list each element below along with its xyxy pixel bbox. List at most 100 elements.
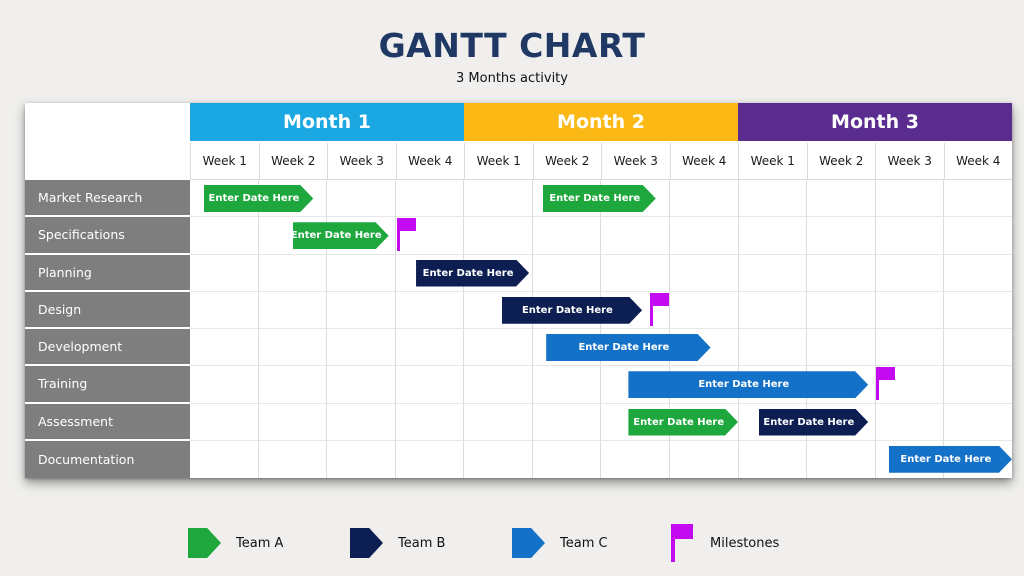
gantt-bar[interactable]: Enter Date Here: [293, 222, 389, 249]
gantt-bar[interactable]: Enter Date Here: [889, 446, 1012, 473]
grid-cell: [190, 366, 259, 404]
task-label: Training: [25, 366, 190, 404]
grid-cell: [807, 440, 876, 478]
gantt-bar[interactable]: Enter Date Here: [546, 334, 710, 361]
grid-cell: [807, 291, 876, 329]
grid-cell: [258, 291, 328, 329]
grid-cell: [807, 366, 876, 404]
grid-cell: [327, 440, 396, 478]
legend-item-team-a: Team A: [188, 524, 283, 562]
legend-item-team-c: Team C: [512, 524, 608, 562]
bar-label: Enter Date Here: [900, 453, 992, 465]
bar-label: Enter Date Here: [521, 304, 613, 316]
grid-cells: [190, 403, 1012, 441]
bar-label: Enter Date Here: [578, 342, 670, 353]
week-corner-spacer: [25, 143, 190, 180]
flag-cloth: [675, 524, 693, 539]
milestone-flag-icon[interactable]: [876, 367, 898, 401]
legend-label: Milestones: [710, 535, 780, 551]
team-b-arrow-icon: [350, 528, 383, 558]
grid-cell: [670, 403, 739, 441]
grid-cell: [670, 329, 739, 367]
grid-cell: [327, 403, 396, 441]
grid-cells: [190, 329, 1012, 367]
grid-cell: [738, 329, 808, 367]
flag-pole: [396, 218, 400, 252]
grid-cell: [190, 217, 259, 255]
task-row-documentation: Documentation Enter Date Here: [25, 440, 1012, 478]
task-track: Enter Date Here: [190, 440, 1012, 478]
flag-pole: [876, 367, 880, 401]
grid-cell: [670, 291, 739, 329]
bar-label: Enter Date Here: [633, 416, 725, 428]
flag-pole: [650, 292, 654, 326]
grid-cell: [807, 329, 876, 367]
gantt-bar[interactable]: Enter Date Here: [628, 371, 868, 398]
grid-cell: [944, 217, 1012, 255]
task-track: Enter Date Here Enter Date Here: [190, 403, 1012, 441]
bar-label: Enter Date Here: [422, 267, 514, 279]
milestones-flag-icon: [671, 524, 695, 562]
gantt-table: Month 1 Month 2 Month 3 Week 1 Week 2 Week…: [25, 103, 1012, 478]
gantt-bar[interactable]: Enter Date Here: [416, 260, 529, 287]
grid-cell: [258, 180, 328, 218]
grid-cell: [944, 404, 1012, 441]
header-corner-spacer: [25, 103, 190, 141]
week-header-cell: Week 1: [739, 143, 808, 179]
gantt-bar[interactable]: Enter Date Here: [759, 409, 869, 436]
task-label: Assessment: [25, 403, 190, 441]
grid-cells: [190, 366, 1012, 404]
task-row-market-research: Market Research Enter Date Here Enter Da…: [25, 180, 1012, 218]
week-header-cell: Week 3: [876, 143, 945, 179]
grid-cell: [259, 440, 328, 478]
week-header-cell: Week 2: [808, 143, 876, 179]
week-header-cell: Week 4: [397, 143, 465, 179]
grid-cell: [738, 217, 808, 255]
grid-cell: [190, 440, 259, 478]
flag-cloth: [879, 367, 896, 381]
grid-cell: [807, 217, 876, 255]
gantt-bar[interactable]: Enter Date Here: [204, 185, 314, 212]
grid-cell: [190, 291, 259, 329]
grid-cell: [875, 366, 945, 404]
gantt-bar[interactable]: Enter Date Here: [628, 409, 738, 436]
task-track: Enter Date Here: [190, 329, 1012, 367]
task-row-specifications: Specifications Enter Date Here: [25, 217, 1012, 255]
grid-cell: [190, 403, 259, 441]
grid-cell: [464, 180, 533, 218]
grid-cell: [532, 366, 602, 404]
grid-cell: [944, 292, 1012, 329]
flag-pole: [671, 524, 675, 562]
grid-cells: [190, 291, 1012, 329]
grid-cell: [258, 403, 328, 441]
grid-cell: [327, 217, 396, 255]
grid-cell: [875, 329, 945, 367]
task-label: Specifications: [25, 217, 190, 255]
gantt-bar[interactable]: Enter Date Here: [543, 185, 656, 212]
grid-cell: [807, 254, 876, 292]
grid-cell: [464, 217, 533, 255]
grid-cell: [190, 254, 259, 292]
bar-label: Enter Date Here: [763, 416, 855, 428]
task-track: Enter Date Here: [190, 366, 1012, 404]
week-header-cell: Week 1: [191, 143, 260, 179]
task-row-development: Development Enter Date Here: [25, 329, 1012, 367]
grid-cell: [258, 329, 328, 367]
grid-cell: [464, 366, 533, 404]
grid-cell: [875, 403, 945, 441]
grid-cell: [395, 329, 465, 367]
grid-cell: [396, 440, 465, 478]
gantt-bar[interactable]: Enter Date Here: [502, 297, 642, 324]
legend-item-team-b: Team B: [350, 524, 445, 562]
team-c-arrow-icon: [512, 528, 545, 558]
milestone-flag-icon[interactable]: [396, 218, 419, 252]
task-rows: Market Research Enter Date Here Enter Da…: [25, 180, 1012, 478]
legend-label: Team B: [398, 535, 446, 551]
grid-cell: [875, 254, 945, 292]
flag-cloth: [653, 292, 670, 306]
grid-cell: [464, 329, 533, 367]
grid-cell: [327, 329, 396, 367]
task-row-design: Design Enter Date Here: [25, 291, 1012, 329]
milestone-flag-icon[interactable]: [650, 292, 672, 326]
